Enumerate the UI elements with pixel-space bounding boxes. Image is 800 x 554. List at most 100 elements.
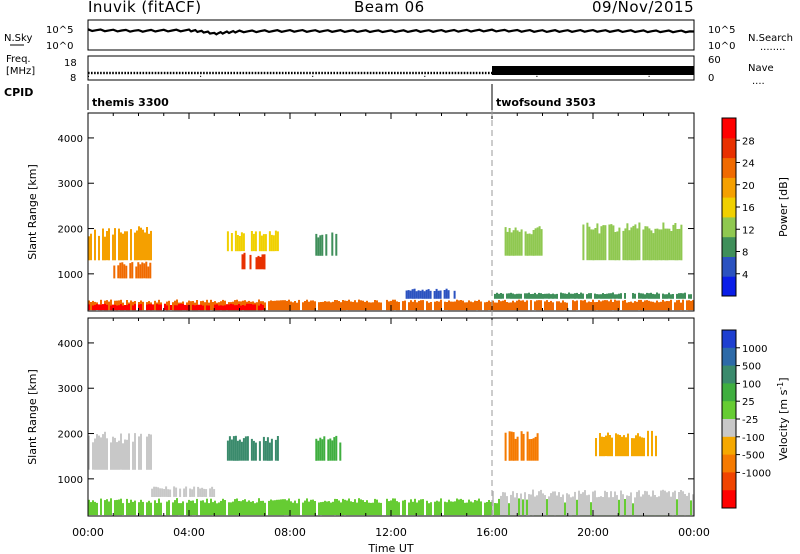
heatmap-cell — [540, 300, 542, 311]
freq-point — [430, 71, 432, 75]
heatmap-cell — [302, 502, 304, 516]
heatmap-cell — [209, 488, 212, 497]
heatmap-cell — [116, 300, 118, 311]
heatmap-cell — [352, 502, 354, 516]
heatmap-cell — [644, 226, 647, 261]
heatmap-cell — [664, 294, 666, 299]
heatmap-cell — [548, 496, 550, 516]
heatmap-cell — [614, 294, 616, 299]
heatmap-cell — [372, 502, 374, 516]
freq-point — [160, 71, 163, 75]
heatmap-cell — [648, 293, 650, 299]
heatmap-cell — [512, 230, 515, 256]
heatmap-cell — [650, 292, 652, 299]
heatmap-cell — [154, 300, 156, 311]
heatmap-cell — [651, 430, 653, 457]
heatmap-cell — [412, 301, 414, 311]
freq-point — [460, 71, 463, 75]
heatmap-cell — [606, 492, 608, 516]
heatmap-cell — [288, 299, 290, 311]
heatmap-cell — [336, 300, 338, 311]
heatmap-cell — [108, 228, 110, 261]
heatmap-cell — [199, 488, 202, 497]
heatmap-cell — [224, 305, 226, 311]
freq-point — [88, 75, 89, 77]
heatmap-cell — [430, 302, 432, 311]
freq-tick-bottom: 8 — [70, 73, 76, 84]
heatmap-cell — [630, 227, 633, 261]
heatmap-cell — [94, 304, 96, 311]
freq-point — [424, 71, 426, 75]
freq-panel: Freq. [MHz] 18 8 60 0 Nave .... — [6, 54, 774, 87]
heatmap-cell — [552, 491, 554, 516]
heatmap-cell — [472, 502, 474, 516]
heatmap-cell — [624, 300, 626, 311]
heatmap-cell — [466, 502, 468, 515]
heatmap-cell — [562, 293, 564, 299]
heatmap-cell — [216, 503, 218, 516]
heatmap-cell — [178, 503, 180, 515]
heatmap-cell — [510, 494, 512, 516]
heatmap-cell — [112, 436, 114, 470]
heatmap-cell — [504, 227, 507, 256]
heatmap-cell — [238, 236, 241, 252]
heatmap-cell — [636, 228, 639, 261]
heatmap-cell — [528, 494, 530, 515]
heatmap-cell — [670, 299, 672, 311]
heatmap-cell — [550, 294, 552, 299]
heatmap-cell — [686, 495, 688, 515]
heatmap-cell — [317, 237, 320, 256]
heatmap-cell — [130, 300, 132, 311]
freq-point — [188, 71, 190, 75]
heatmap-cell — [296, 302, 298, 311]
heatmap-cell — [690, 500, 692, 516]
heatmap-cell — [148, 500, 150, 516]
freq-point — [251, 71, 254, 75]
heatmap-cell — [270, 300, 272, 311]
heatmap-cell — [648, 228, 651, 261]
heatmap-cell — [423, 291, 426, 299]
heatmap-cell — [654, 228, 657, 261]
heatmap-cell — [530, 300, 532, 311]
heatmap-cell — [643, 437, 645, 457]
heatmap-cell — [138, 502, 140, 516]
heatmap-cell — [510, 292, 512, 299]
cpid-program-label: twofsound 3503 — [496, 96, 596, 109]
heatmap-cell — [213, 489, 216, 497]
y-tick-label: 1000 — [58, 270, 83, 281]
heatmap-cell — [284, 499, 286, 515]
heatmap-cell — [140, 304, 142, 311]
heatmap-cell — [418, 300, 420, 311]
heatmap-cell — [208, 503, 210, 516]
heatmap-cell — [315, 438, 318, 461]
heatmap-cell — [596, 223, 599, 261]
freq-point — [233, 71, 235, 75]
freq-point — [163, 71, 166, 75]
noise-panel: N.Sky 10^5 10^0 10^5 10^0 N.Search .....… — [4, 19, 793, 53]
heatmap-cell — [598, 233, 601, 261]
freq-point — [154, 71, 157, 75]
freq-point — [209, 71, 211, 75]
heatmap-cell — [264, 234, 267, 252]
power-colorbar: 4 8 12 16 20 24 28 — [721, 117, 755, 297]
x-tick-label: 00:00 — [72, 526, 104, 539]
heatmap-cell — [288, 498, 290, 516]
y-tick-label: 2000 — [58, 225, 83, 236]
heatmap-cell — [612, 497, 614, 516]
heatmap-cell — [118, 440, 120, 470]
date-title: 09/Nov/2015 — [592, 0, 695, 16]
heatmap-cell — [616, 231, 619, 261]
heatmap-cell — [126, 305, 128, 311]
heatmap-cell — [358, 299, 360, 311]
freq-point — [121, 71, 123, 75]
heatmap-cell — [323, 436, 326, 461]
heatmap-cell — [536, 433, 539, 461]
heatmap-cell — [189, 488, 192, 497]
heatmap-cell — [682, 299, 684, 311]
heatmap-cell — [94, 229, 96, 261]
freq-point — [412, 71, 414, 75]
heatmap-cell — [180, 503, 182, 516]
colorbar-swatch — [722, 383, 736, 402]
freq-point — [536, 75, 538, 77]
heatmap-cell — [520, 300, 522, 311]
